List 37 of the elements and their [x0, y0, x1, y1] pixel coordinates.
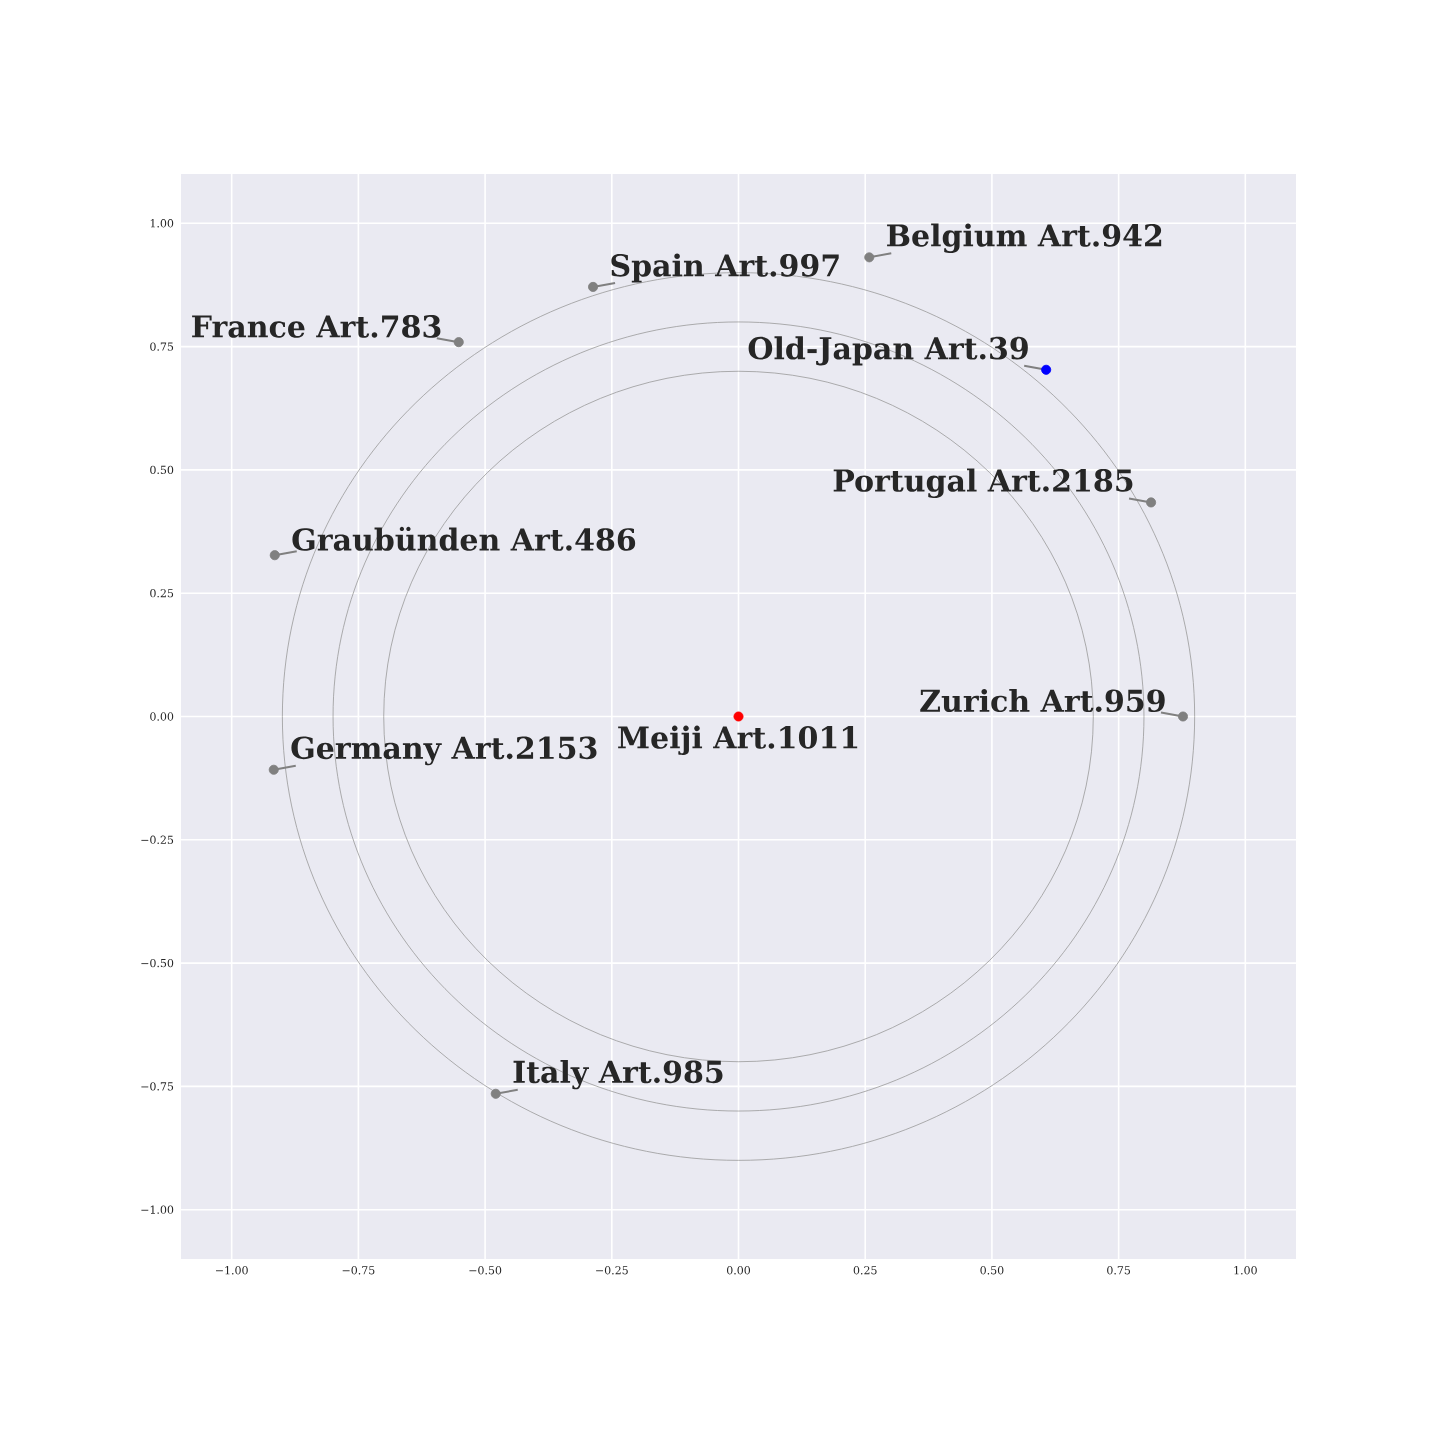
- x-tick-label: −1.00: [215, 1266, 248, 1275]
- point: [1041, 364, 1052, 375]
- y-tick-label: −0.50: [141, 958, 174, 968]
- y-tick-label: 1.00: [150, 219, 174, 228]
- point: [588, 281, 599, 292]
- annotation: Zurich Art.959: [920, 688, 1165, 713]
- point: [490, 1088, 501, 1099]
- point: [1177, 711, 1188, 722]
- x-tick-label: −0.50: [469, 1266, 502, 1275]
- point: [268, 764, 279, 775]
- y-tick-label: 0.75: [150, 342, 174, 351]
- x-tick-label: 0.25: [853, 1266, 877, 1275]
- x-tick-label: 1.00: [1234, 1266, 1257, 1275]
- point: [1146, 497, 1157, 508]
- y-tick-label: −1.00: [141, 1205, 174, 1214]
- x-tick-label: −0.25: [596, 1266, 628, 1275]
- y-tick-label: −0.25: [141, 835, 174, 844]
- annotation: Graubünden Art.486: [292, 526, 636, 551]
- point: [453, 337, 464, 348]
- annotation: Germany Art.2153: [291, 736, 597, 766]
- point: [864, 252, 875, 263]
- x-tick-label: 0.00: [726, 1266, 751, 1275]
- y-tick-label: −0.75: [141, 1082, 174, 1091]
- y-tick-label: 0.50: [150, 465, 174, 475]
- annotation: Spain Art.997: [611, 253, 839, 283]
- annotation: Old-Japan Art.39: [748, 336, 1028, 366]
- y-tick-label: 0.25: [150, 589, 174, 598]
- annotation: Meiji Art.1011: [618, 725, 858, 755]
- x-tick-label: 0.50: [980, 1266, 1004, 1275]
- annotation: Italy Art.985: [513, 1059, 723, 1090]
- annotation: Portugal Art.2185: [833, 468, 1133, 499]
- y-tick-label: 0.00: [150, 712, 174, 721]
- annotation: Belgium Art.942: [887, 223, 1162, 253]
- x-tick-label: 0.75: [1107, 1266, 1131, 1275]
- point: [269, 550, 280, 561]
- x-tick-label: −0.75: [342, 1266, 375, 1275]
- annotation: France Art.783: [192, 315, 441, 338]
